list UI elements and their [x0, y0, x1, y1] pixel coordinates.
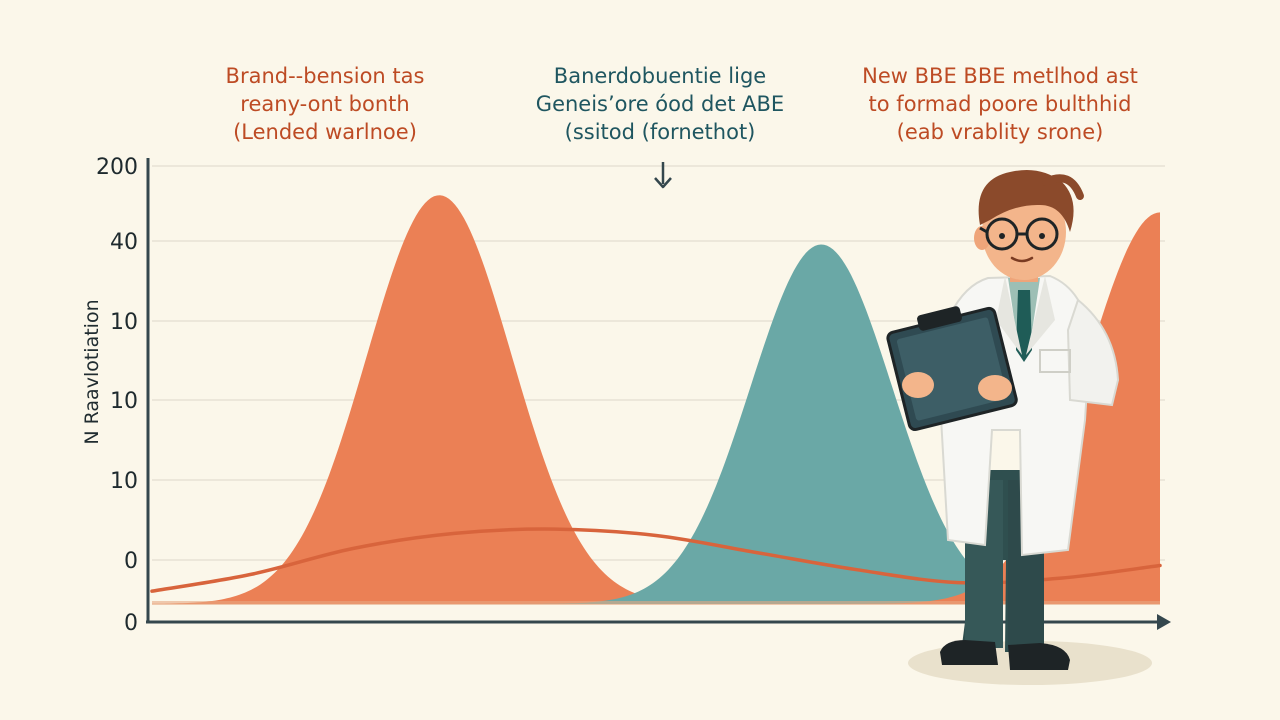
annotation-line: to formad poore bulthhid: [868, 92, 1132, 116]
annotation-line: Banerdobuentie lige: [553, 64, 767, 88]
annotation-2: Banerdobuentie lige Geneis’ore óod det AB…: [470, 62, 850, 146]
area-series-shape: [152, 212, 1160, 604]
y-tick-label: 0: [124, 611, 138, 636]
y-tick-label: 200: [96, 155, 138, 180]
baseline: [152, 601, 1160, 605]
y-axis-label: N Raavlotiation: [81, 299, 103, 444]
y-tick-label: 10: [110, 389, 138, 414]
x-axis-arrow-icon: [1157, 614, 1171, 630]
y-tick-label: 40: [110, 230, 138, 255]
annotation-3: New BBE BBE metlhod ast to formad poore b…: [810, 62, 1190, 146]
annotation-line: (ssitod (fornethot): [564, 120, 756, 144]
y-tick-label: 0: [124, 549, 138, 574]
scientist-icon: [886, 169, 1152, 685]
annotation-1: Brand-‑bension tas reany-ont bonth (Lended…: [135, 62, 515, 146]
area-series-shape: [152, 244, 1160, 604]
annotation-line: (eab vrablity srone): [896, 120, 1104, 144]
y-tick-label: 10: [110, 469, 138, 494]
annotation-line: Geneis’ore óod det ABE: [535, 92, 785, 116]
y-tick-labels: 200 40 10 10 10 0 0: [96, 155, 138, 636]
annotation-line: reany-ont bonth: [240, 92, 410, 116]
area-series-shape: [152, 195, 1160, 605]
y-tick-label: 10: [110, 310, 138, 335]
area-series: [152, 195, 1160, 605]
annotation-line: New BBE BBE metlhod ast: [862, 64, 1138, 88]
annotation-line: (Lended warlnoe): [233, 120, 417, 144]
annotation-line: Brand-‑bension tas: [225, 64, 425, 88]
pointer-arrow-icon: [654, 177, 672, 189]
